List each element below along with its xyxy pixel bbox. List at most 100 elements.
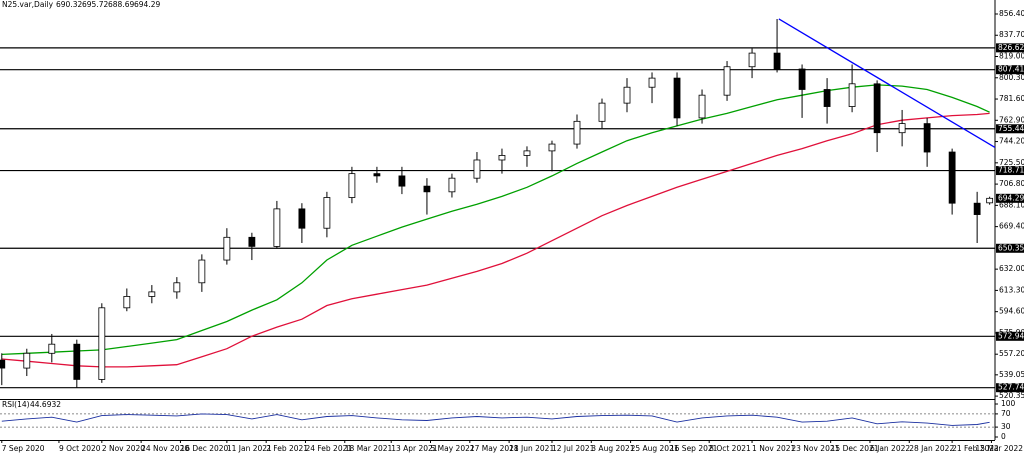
level-label: 826.62: [998, 43, 1024, 52]
candle-body: [723, 66, 731, 96]
moving-average: [1, 112, 990, 368]
x-tick-label: 1 Nov 2021: [752, 444, 795, 453]
y-tick-label: 594.60: [999, 307, 1024, 316]
level-label: 572.94: [998, 331, 1024, 340]
y-tick-label: 725.50: [999, 158, 1024, 167]
x-tick-label: 11 Jan 2021: [227, 444, 272, 453]
candle-body: [748, 52, 756, 68]
y-tick-label: 706.80: [999, 179, 1024, 188]
x-tick-label: 18 Jun 2021: [509, 444, 554, 453]
x-tick-label: 21 Feb 2022: [952, 444, 999, 453]
level-label: 807.41: [998, 65, 1024, 74]
y-tick-label: 837.70: [999, 30, 1024, 39]
rsi-line: [1, 413, 990, 426]
candle-body: [223, 236, 231, 261]
x-tick-label: 2 Nov 2020: [102, 444, 145, 453]
candle-body: [23, 352, 31, 369]
price-label: 694.29: [998, 193, 1024, 202]
x-tick-label: 3 Aug 2021: [591, 444, 634, 453]
y-tick-label: 744.20: [999, 137, 1024, 146]
level-label: 755.44: [998, 124, 1024, 133]
header-close: 694.29: [134, 0, 160, 9]
candle-body: [648, 77, 656, 88]
rsi-name: RSI(14): [2, 400, 30, 409]
x-tick-label: 18 Mar 2021: [345, 444, 393, 453]
candle-body: [823, 89, 831, 107]
candle-body: [973, 202, 981, 215]
x-tick-label: 5 May 2021: [431, 444, 475, 453]
candle-body: [523, 150, 531, 156]
candle-body: [848, 83, 856, 107]
candle-body: [373, 173, 381, 177]
header-open: 690.32: [56, 0, 82, 9]
level-label-box: [996, 243, 1024, 253]
candle-body: [598, 102, 606, 122]
header-high: 695.72: [82, 0, 108, 9]
candle-body: [48, 343, 56, 354]
x-tick-label: 12 Jul 2021: [552, 444, 595, 453]
moving-average: [1, 84, 990, 356]
price-label-box: [996, 193, 1024, 203]
x-tick-label: 16 Sep 2021: [670, 444, 718, 453]
candle-body: [798, 68, 806, 90]
candle-body: [348, 173, 356, 198]
candle-body: [898, 123, 906, 134]
candle-body: [673, 77, 681, 119]
rsi-tick-label: 100: [1001, 399, 1016, 408]
candle-body: [986, 197, 994, 204]
candle-body: [273, 208, 281, 247]
candle-body: [248, 236, 256, 247]
candle-body: [98, 307, 106, 380]
x-tick-label: 16 Dec 2020: [180, 444, 228, 453]
level-label-box: [996, 383, 1024, 393]
x-tick-label: 7 Sep 2020: [2, 444, 45, 453]
level-label: 718.71: [998, 166, 1024, 175]
x-tick-label: 23 Nov 2021: [791, 444, 839, 453]
candle-body: [948, 151, 956, 204]
y-tick-label: 781.60: [999, 94, 1024, 103]
x-tick-label: 9 Oct 2020: [59, 444, 101, 453]
candle-body: [73, 343, 81, 380]
x-tick-label: 27 May 2021: [470, 444, 519, 453]
level-label: 527.74: [998, 383, 1024, 392]
rsi-tick-label: 30: [1001, 422, 1011, 431]
y-tick-label: 520.35: [999, 391, 1024, 400]
x-tick-label: 8 Oct 2021: [709, 444, 751, 453]
candle-body: [573, 120, 581, 145]
candle-body: [473, 159, 481, 179]
level-label-box: [996, 43, 1024, 53]
level-label-box: [996, 65, 1024, 75]
candle-body: [448, 177, 456, 193]
x-tick-label: 15 Dec 2021: [831, 444, 879, 453]
y-tick-label: 688.10: [999, 200, 1024, 209]
level-label-box: [996, 166, 1024, 176]
y-tick-label: 539.05: [999, 370, 1024, 379]
rsi-tick-label: 0: [1001, 432, 1006, 441]
candle-body: [398, 175, 406, 187]
x-tick-label: 25 Aug 2021: [631, 444, 679, 453]
candle-body: [923, 123, 931, 153]
candle-body: [0, 359, 6, 369]
x-tick-label: 28 Jan 2022: [909, 444, 954, 453]
x-tick-label: 24 Feb 2021: [305, 444, 352, 453]
x-tick-label: 2 Feb 2021: [266, 444, 308, 453]
rsi-tick-label: 70: [1001, 409, 1011, 418]
y-tick-label: 762.90: [999, 115, 1024, 124]
x-tick-label: 6 Jan 2022: [870, 444, 910, 453]
x-tick-label: 15 Mar 2022: [975, 444, 1023, 453]
y-tick-label: 800.30: [999, 73, 1024, 82]
candle-body: [423, 185, 431, 193]
candle-body: [548, 143, 556, 152]
y-tick-label: 632.00: [999, 264, 1024, 273]
y-tick-label: 557.20: [999, 349, 1024, 358]
candle-body: [873, 83, 881, 134]
level-label: 650.35: [998, 243, 1024, 252]
trendline: [778, 18, 996, 149]
candle-body: [623, 86, 631, 104]
y-tick-label: 613.30: [999, 285, 1024, 294]
x-tick-label: 24 Nov 2020: [141, 444, 189, 453]
candle-body: [698, 94, 706, 119]
candle-body: [498, 155, 506, 161]
